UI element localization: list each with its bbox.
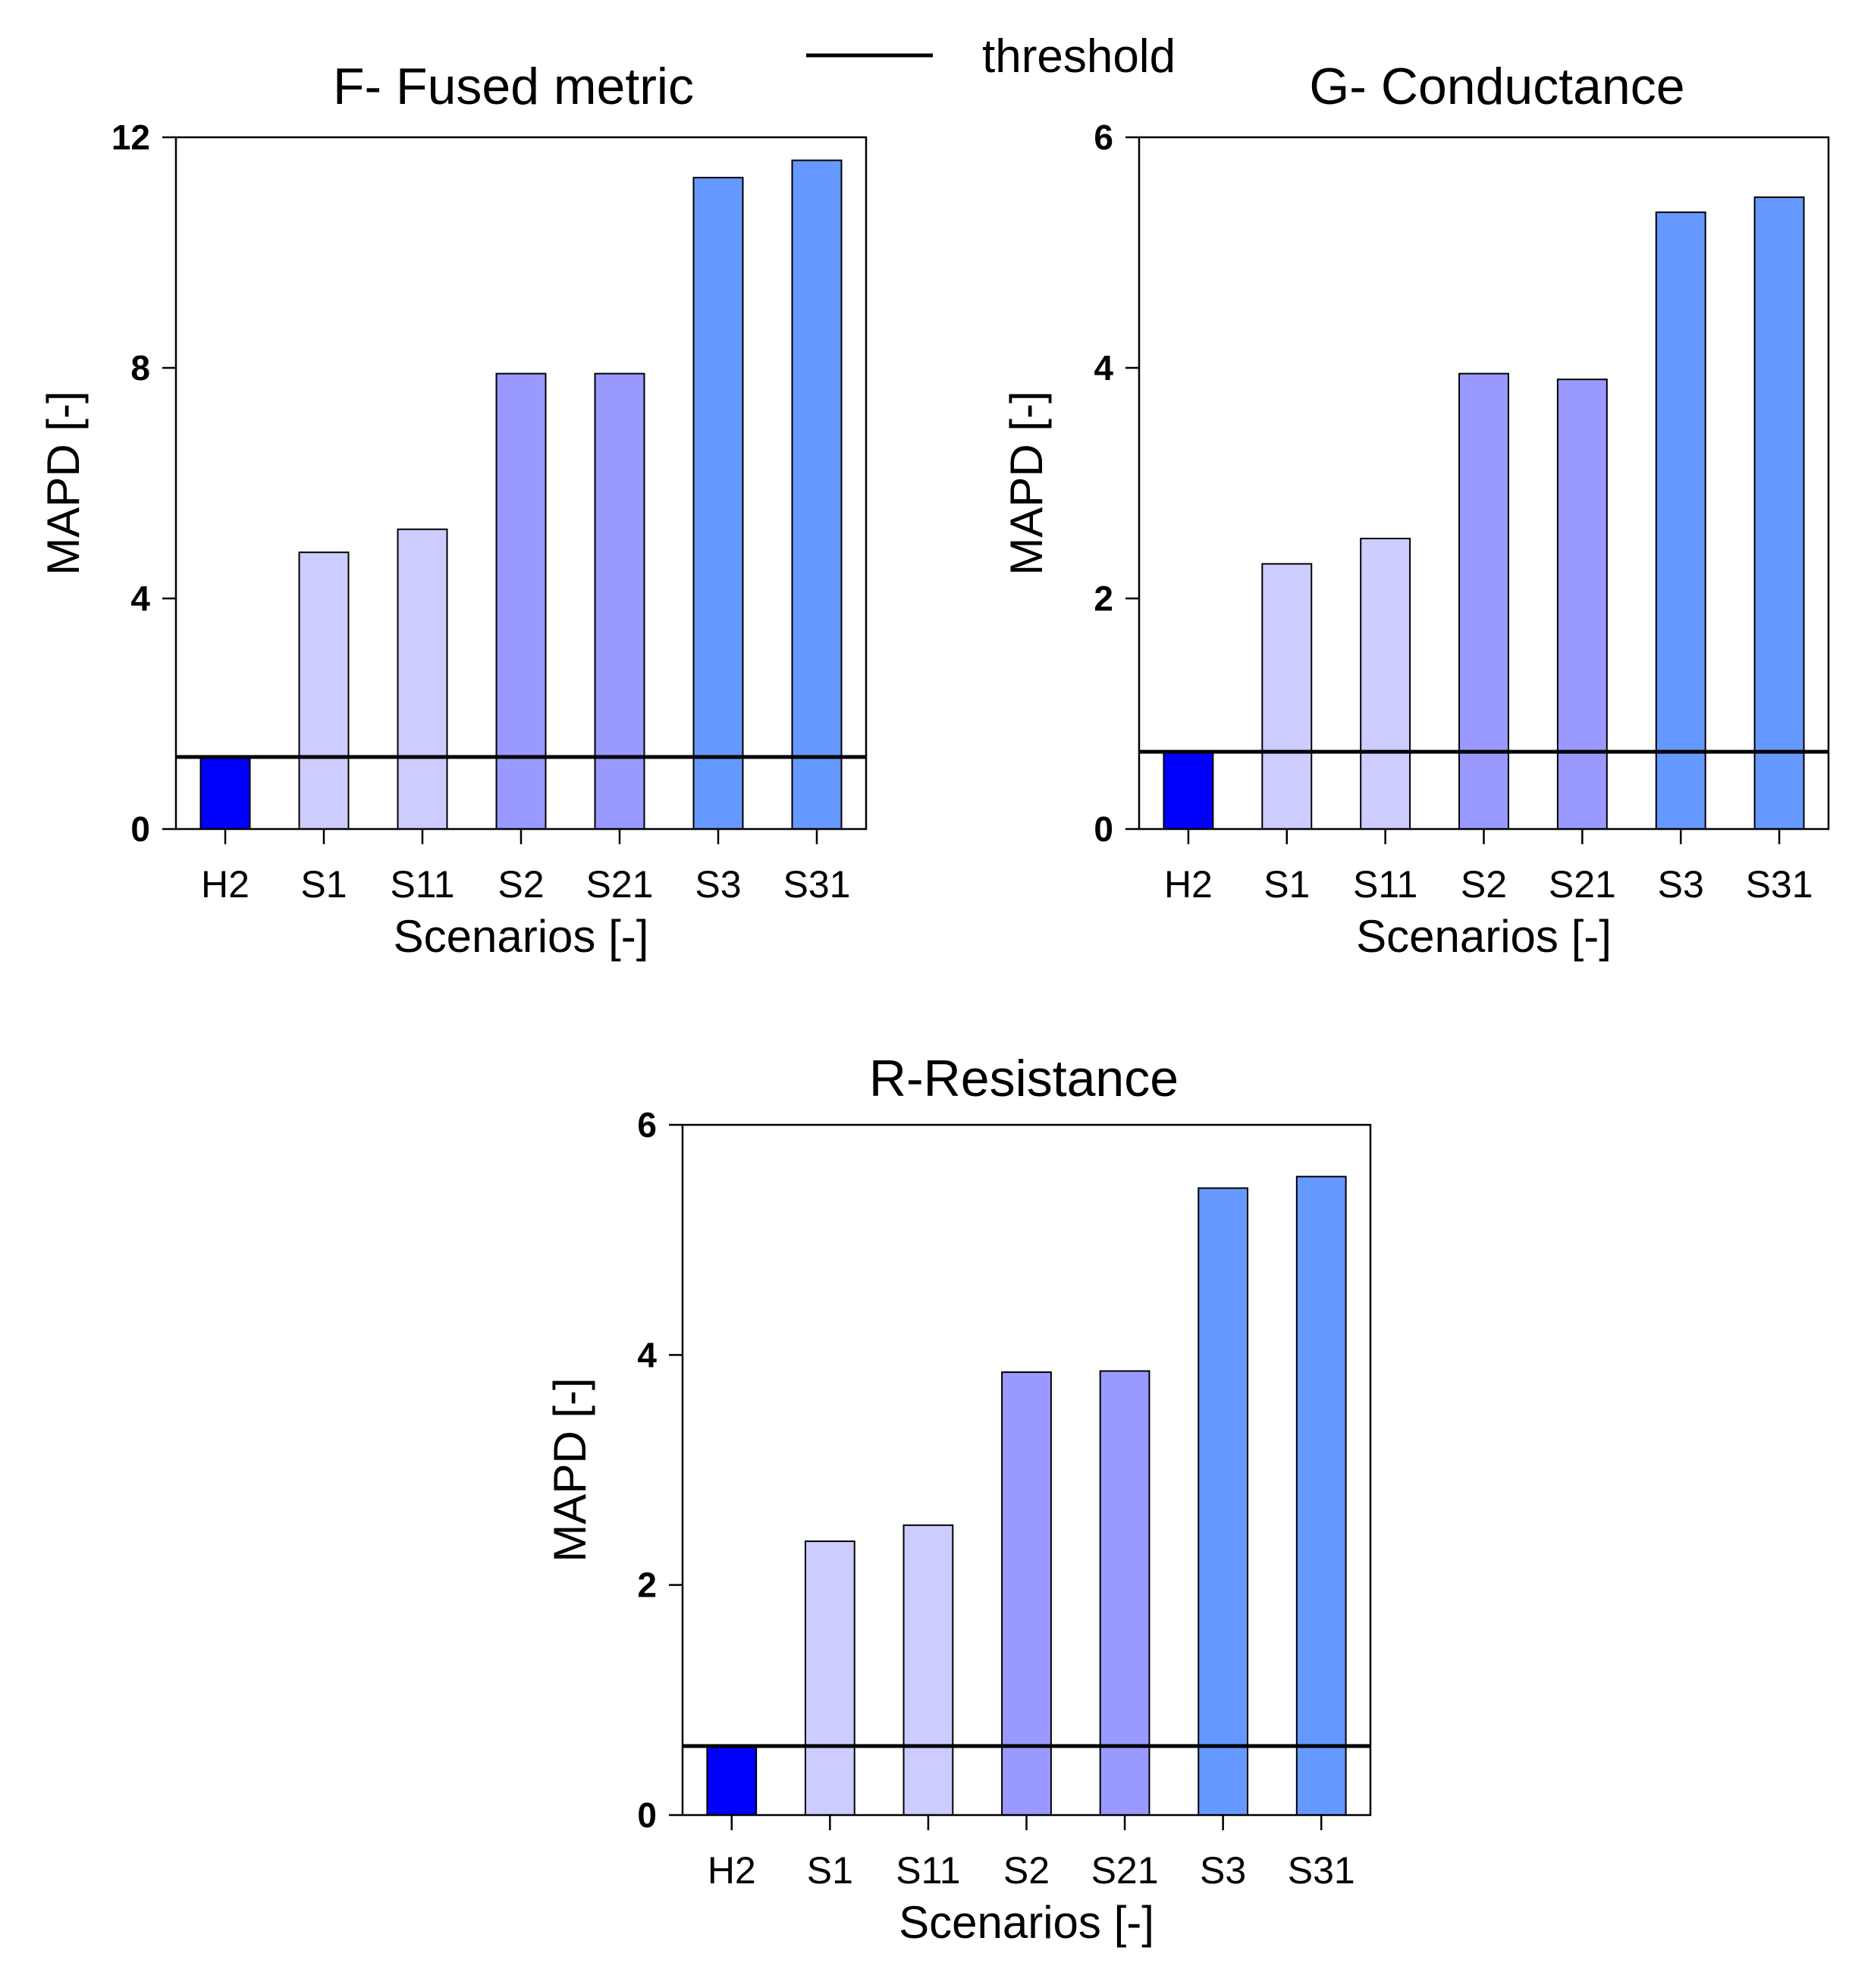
bar-S3: [1198, 1187, 1249, 1816]
x-tick-label: S11: [896, 1849, 960, 1892]
x-tick-label: H2: [1164, 863, 1213, 906]
bar-S11: [902, 1524, 954, 1817]
x-tick-label: S2: [498, 863, 544, 906]
legend-threshold-label: threshold: [982, 30, 1176, 83]
x-tick-label: S21: [586, 863, 654, 906]
chart-panel-3: R-Resistance 0 2 4 6 H2 S1 S11 S2 S21 S3 S31 Scenari…: [545, 1050, 1372, 1948]
y-tick-label: 0: [1094, 809, 1113, 849]
bar-S31: [1295, 1176, 1347, 1816]
bar-S1: [804, 1540, 855, 1816]
x-tick-label: S31: [1746, 863, 1813, 906]
bar-S1: [298, 551, 350, 830]
y-tick-label: 0: [637, 1795, 657, 1835]
bar-S11: [397, 528, 448, 830]
chart-panel-1: F- Fused metric 0 4 8 12 H2 S1 S11 S2 S21 S3 S31 Sce…: [38, 58, 868, 962]
x-tick-label: S3: [1658, 863, 1704, 906]
bar-S1: [1261, 563, 1313, 831]
x-tick-label: S1: [1263, 863, 1310, 906]
y-tick-label: 4: [130, 579, 150, 618]
bar-S31: [1753, 196, 1805, 831]
bar-S2: [495, 372, 547, 831]
bar-H2: [706, 1745, 758, 1816]
x-tick-label: S3: [695, 863, 741, 906]
chart-panel-2: G- Conductance 0 2 4 6 H2 S1 S11 S2 S21 S3 S31 Scena…: [1001, 58, 1830, 962]
x-tick-label: S11: [390, 863, 454, 906]
chart-title: R-Resistance: [869, 1050, 1179, 1107]
x-tick-label: S11: [1353, 863, 1417, 906]
bar-H2: [1163, 751, 1214, 830]
y-tick-label: 4: [1094, 348, 1113, 388]
x-tick-label: S31: [783, 863, 851, 906]
x-tick-label: S31: [1288, 1849, 1355, 1892]
y-tick-label: 8: [130, 348, 150, 388]
bar-S21: [1556, 378, 1608, 830]
chart-title: F- Fused metric: [333, 58, 694, 115]
x-tick-label: S21: [1091, 1849, 1159, 1892]
bar-S3: [692, 177, 744, 830]
y-axis-label: MAPD [-]: [545, 1377, 595, 1562]
x-tick-label: S2: [1461, 863, 1507, 906]
bar-S2: [1458, 372, 1509, 831]
x-tick-label: H2: [708, 1849, 756, 1892]
bar-S11: [1360, 537, 1411, 831]
bar-S2: [1001, 1371, 1052, 1817]
y-tick-label: 6: [1094, 118, 1113, 157]
bar-S21: [1099, 1370, 1150, 1816]
x-axis-label: Scenarios [-]: [1356, 911, 1612, 962]
x-tick-label: S3: [1200, 1849, 1246, 1892]
y-tick-label: 0: [130, 809, 150, 849]
chart-title: G- Conductance: [1309, 58, 1684, 115]
x-axis-label: Scenarios [-]: [899, 1897, 1154, 1948]
y-tick-label: 12: [111, 118, 150, 157]
x-tick-label: S21: [1549, 863, 1616, 906]
x-tick-label: S1: [807, 1849, 853, 1892]
y-tick-label: 2: [637, 1566, 657, 1605]
bar-H2: [199, 756, 251, 830]
legend: threshold: [806, 30, 1176, 83]
y-tick-label: 4: [637, 1335, 657, 1374]
bar-S31: [791, 159, 843, 830]
y-axis-label: MAPD [-]: [38, 391, 89, 575]
x-tick-label: S2: [1003, 1849, 1050, 1892]
x-tick-label: S1: [300, 863, 347, 906]
y-tick-label: 6: [637, 1105, 657, 1145]
bar-S21: [594, 372, 645, 831]
y-axis-label: MAPD [-]: [1001, 391, 1052, 575]
y-tick-label: 2: [1094, 579, 1113, 618]
bar-S3: [1655, 211, 1706, 830]
x-axis-label: Scenarios [-]: [394, 911, 649, 962]
x-tick-label: H2: [201, 863, 250, 906]
